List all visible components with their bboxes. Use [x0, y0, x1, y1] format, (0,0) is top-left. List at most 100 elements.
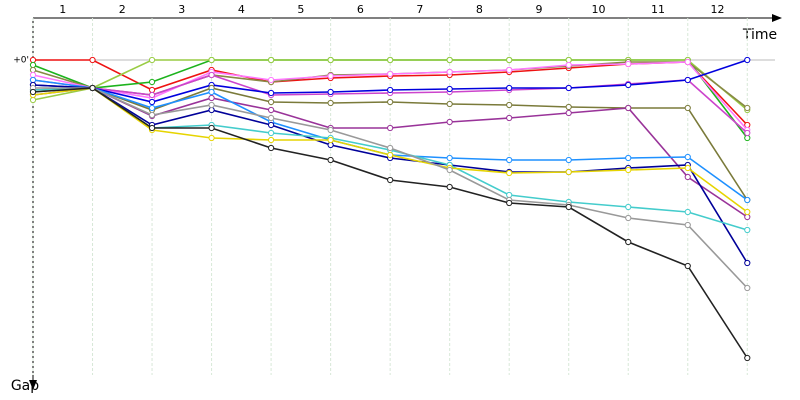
- point: [446, 154, 453, 162]
- point: [744, 134, 751, 142]
- point: [208, 134, 215, 142]
- lap-label: 7: [416, 3, 423, 16]
- point: [446, 166, 453, 174]
- point: [684, 153, 691, 161]
- x-axis-label: Time: [742, 27, 777, 43]
- point: [744, 196, 751, 204]
- point: [267, 136, 275, 144]
- point: [208, 101, 215, 109]
- y-axis-label: Gap: [11, 378, 39, 394]
- point: [387, 151, 394, 159]
- point: [565, 156, 572, 164]
- point: [267, 144, 275, 152]
- point: [208, 56, 215, 64]
- point: [29, 88, 37, 96]
- point: [327, 141, 334, 149]
- point: [387, 86, 394, 94]
- lap-label: 5: [297, 3, 304, 16]
- y-axis-arrow: [29, 380, 37, 390]
- lap-label: 6: [357, 3, 364, 16]
- point: [208, 94, 215, 102]
- point: [387, 124, 394, 132]
- point: [446, 100, 453, 108]
- point: [327, 99, 334, 107]
- point: [387, 70, 394, 78]
- point: [565, 109, 572, 117]
- point: [148, 86, 156, 94]
- point: [565, 168, 572, 176]
- point: [744, 213, 751, 221]
- point: [29, 66, 37, 74]
- point: [506, 191, 513, 199]
- point: [148, 56, 156, 64]
- point: [446, 85, 453, 93]
- point: [327, 88, 334, 96]
- point: [625, 214, 632, 222]
- point: [565, 56, 572, 64]
- point: [89, 56, 96, 64]
- point: [625, 203, 632, 211]
- point: [506, 84, 513, 92]
- point: [506, 169, 513, 177]
- point: [625, 154, 632, 162]
- lap-label: 11: [651, 3, 665, 16]
- point: [148, 111, 156, 119]
- point: [506, 56, 513, 64]
- point: [744, 104, 751, 112]
- point: [625, 81, 632, 89]
- point: [744, 129, 751, 137]
- point: [446, 56, 453, 64]
- point: [327, 156, 334, 164]
- point: [267, 129, 275, 137]
- lap-label: 2: [119, 3, 126, 16]
- lap-label: 12: [711, 3, 725, 16]
- point: [387, 176, 394, 184]
- point: [744, 259, 751, 267]
- point: [148, 78, 156, 86]
- point: [148, 124, 156, 132]
- point: [267, 56, 275, 64]
- lap-label: 10: [591, 3, 605, 16]
- point: [744, 354, 751, 362]
- lap-label: 4: [238, 3, 245, 16]
- point: [267, 76, 275, 84]
- point: [565, 84, 572, 92]
- point: [684, 208, 691, 216]
- lap-label: 3: [178, 3, 185, 16]
- point: [327, 72, 334, 80]
- y-tick-label: +0': [13, 56, 29, 66]
- point: [565, 103, 572, 111]
- point: [506, 66, 513, 74]
- point: [684, 173, 691, 181]
- lap-label: 9: [535, 3, 542, 16]
- point: [506, 114, 513, 122]
- point: [267, 121, 275, 129]
- point: [29, 96, 37, 104]
- point: [267, 114, 275, 122]
- point: [565, 61, 572, 69]
- point: [684, 262, 691, 270]
- point: [208, 71, 215, 79]
- point: [506, 156, 513, 164]
- point: [684, 104, 691, 112]
- point: [625, 238, 632, 246]
- point: [446, 68, 453, 76]
- point: [744, 56, 751, 64]
- point: [684, 76, 691, 84]
- point: [744, 208, 751, 216]
- point: [208, 88, 215, 96]
- point: [684, 221, 691, 229]
- point: [625, 60, 632, 68]
- point: [625, 166, 632, 174]
- point: [327, 136, 334, 144]
- point: [387, 144, 394, 152]
- point: [267, 89, 275, 97]
- point: [327, 126, 334, 134]
- point: [148, 91, 156, 99]
- point: [29, 61, 37, 69]
- point: [29, 71, 37, 79]
- point: [327, 56, 334, 64]
- point: [744, 226, 751, 234]
- x-axis-arrow: [772, 14, 782, 22]
